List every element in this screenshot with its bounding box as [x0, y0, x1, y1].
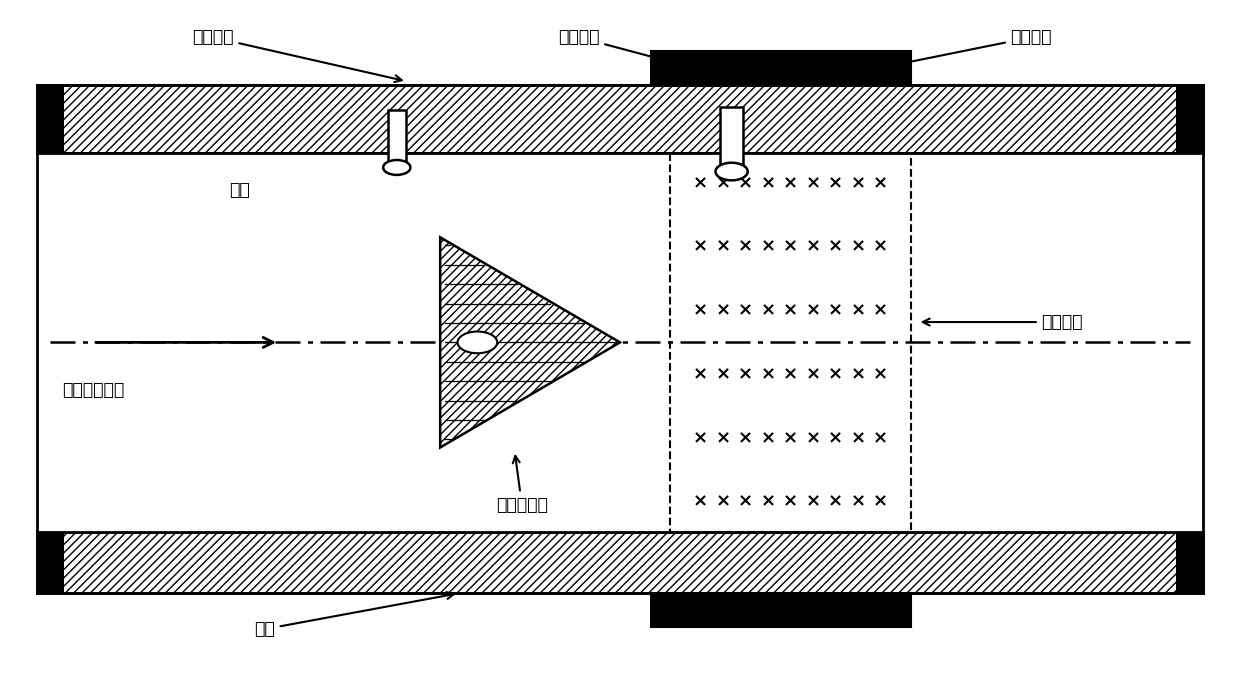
Circle shape: [383, 160, 410, 175]
Text: ×: ×: [715, 174, 730, 192]
Bar: [37, 532, 1203, 593]
Text: ×: ×: [693, 429, 708, 447]
Text: ×: ×: [851, 174, 866, 192]
Text: ×: ×: [828, 238, 843, 256]
Text: ×: ×: [715, 365, 730, 383]
Text: ×: ×: [782, 365, 799, 383]
Bar: [720, 107, 743, 172]
Text: ×: ×: [760, 493, 775, 511]
Text: ×: ×: [873, 493, 888, 511]
Circle shape: [715, 163, 748, 180]
Text: ×: ×: [760, 302, 775, 319]
Text: 参考电极: 参考电极: [192, 28, 402, 82]
Text: ×: ×: [760, 365, 775, 383]
Text: ×: ×: [738, 429, 753, 447]
Text: ×: ×: [828, 429, 843, 447]
Text: 恒定磁场: 恒定磁场: [923, 313, 1083, 331]
Text: ×: ×: [782, 174, 799, 192]
Bar: [651, 593, 911, 627]
Bar: [387, 110, 407, 167]
Text: ×: ×: [851, 365, 866, 383]
Circle shape: [458, 332, 497, 353]
Text: ×: ×: [873, 429, 888, 447]
Text: ×: ×: [806, 238, 821, 256]
Text: 衩里: 衩里: [229, 181, 250, 199]
Text: 壳体: 壳体: [254, 592, 454, 638]
Text: ×: ×: [693, 238, 708, 256]
Text: 导电液体流向: 导电液体流向: [62, 381, 124, 399]
Text: ×: ×: [828, 493, 843, 511]
Text: ×: ×: [806, 365, 821, 383]
Text: ×: ×: [828, 365, 843, 383]
Text: ×: ×: [715, 493, 730, 511]
Text: ×: ×: [760, 174, 775, 192]
Bar: [670, 153, 911, 532]
Text: ×: ×: [828, 302, 843, 319]
Text: ×: ×: [806, 302, 821, 319]
Text: ×: ×: [738, 493, 753, 511]
Text: ×: ×: [760, 238, 775, 256]
Text: ×: ×: [873, 174, 888, 192]
Bar: [37, 85, 64, 153]
Text: ×: ×: [851, 429, 866, 447]
Text: ×: ×: [873, 238, 888, 256]
Bar: [1176, 85, 1203, 153]
Text: ×: ×: [782, 302, 799, 319]
Bar: [1176, 532, 1203, 593]
Text: 永久磁铁: 永久磁铁: [885, 28, 1052, 68]
Bar: [651, 51, 911, 85]
Text: ×: ×: [760, 429, 775, 447]
Text: ×: ×: [828, 174, 843, 192]
Text: ×: ×: [693, 302, 708, 319]
Text: ×: ×: [806, 493, 821, 511]
Text: ×: ×: [738, 174, 753, 192]
Polygon shape: [440, 237, 620, 447]
Text: ×: ×: [715, 238, 730, 256]
Text: ×: ×: [873, 365, 888, 383]
Text: ×: ×: [782, 429, 799, 447]
Text: 工作电极: 工作电极: [558, 28, 739, 81]
Text: ×: ×: [851, 238, 866, 256]
Text: ×: ×: [782, 493, 799, 511]
Text: ×: ×: [782, 238, 799, 256]
Bar: [37, 532, 64, 593]
Text: ×: ×: [693, 493, 708, 511]
Text: ×: ×: [806, 429, 821, 447]
Text: ×: ×: [806, 174, 821, 192]
Text: ×: ×: [693, 174, 708, 192]
Bar: [37, 85, 1203, 153]
Text: ×: ×: [693, 365, 708, 383]
Bar: [37, 153, 1203, 532]
Text: ×: ×: [738, 302, 753, 319]
Text: ×: ×: [738, 365, 753, 383]
Text: ×: ×: [873, 302, 888, 319]
Text: ×: ×: [715, 429, 730, 447]
Text: ×: ×: [851, 302, 866, 319]
Text: ×: ×: [851, 493, 866, 511]
Text: ×: ×: [715, 302, 730, 319]
Text: ×: ×: [738, 238, 753, 256]
Text: 漩涡发生体: 漩涡发生体: [496, 456, 548, 514]
